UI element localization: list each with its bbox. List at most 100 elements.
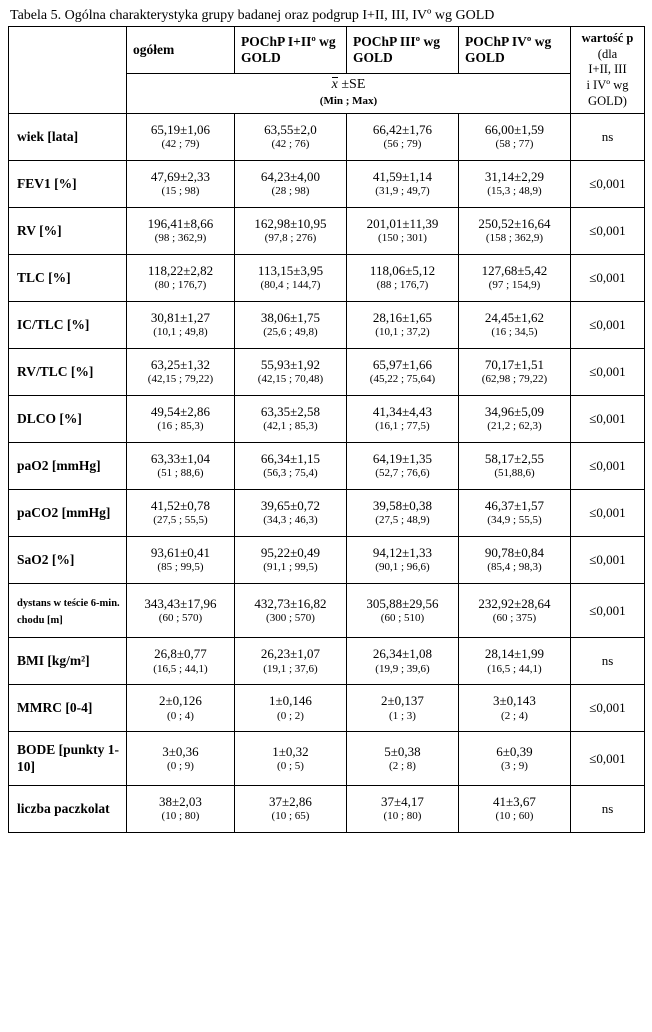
cell-range: (56,3 ; 75,4)	[237, 467, 344, 481]
row-label: BMI [kg/m²]	[9, 638, 127, 685]
cell-range: (27,5 ; 48,9)	[349, 514, 456, 528]
table-row: SaO2 [%]93,61±0,41(85 ; 99,5)95,22±0,49(…	[9, 537, 645, 584]
data-cell: 118,22±2,82(80 ; 176,7)	[127, 255, 235, 302]
cell-range: (98 ; 362,9)	[129, 232, 232, 246]
cell-range: (60 ; 570)	[129, 612, 232, 626]
data-table: ogółem POChP I+IIº wg GOLD POChP IIIº wg…	[8, 26, 645, 833]
data-cell: 90,78±0,84(85,4 ; 98,3)	[459, 537, 571, 584]
cell-value: 65,97±1,66	[349, 357, 456, 373]
p-value-cell: ≤0,001	[571, 208, 645, 255]
cell-range: (34,9 ; 55,5)	[461, 514, 568, 528]
cell-value: 26,34±1,08	[349, 646, 456, 662]
cell-value: 90,78±0,84	[461, 545, 568, 561]
cell-value: 201,01±11,39	[349, 216, 456, 232]
cell-range: (91,1 ; 99,5)	[237, 561, 344, 575]
data-cell: 432,73±16,82(300 ; 570)	[235, 584, 347, 638]
data-cell: 3±0,36(0 ; 9)	[127, 732, 235, 785]
cell-range: (62,98 ; 79,22)	[461, 373, 568, 387]
data-cell: 127,68±5,42(97 ; 154,9)	[459, 255, 571, 302]
data-cell: 41,52±0,78(27,5 ; 55,5)	[127, 490, 235, 537]
header-p-l1: wartość p	[582, 31, 634, 45]
cell-range: (10,1 ; 37,2)	[349, 326, 456, 340]
data-cell: 113,15±3,95(80,4 ; 144,7)	[235, 255, 347, 302]
cell-value: 64,19±1,35	[349, 451, 456, 467]
cell-value: 37±4,17	[349, 794, 456, 810]
cell-range: (27,5 ; 55,5)	[129, 514, 232, 528]
data-cell: 49,54±2,86(16 ; 85,3)	[127, 396, 235, 443]
data-cell: 34,96±5,09(21,2 ; 62,3)	[459, 396, 571, 443]
table-row: wiek [lata]65,19±1,06(42 ; 79)63,55±2,0(…	[9, 114, 645, 161]
table-row: RV [%]196,41±8,66(98 ; 362,9)162,98±10,9…	[9, 208, 645, 255]
cell-value: 118,22±2,82	[129, 263, 232, 279]
row-label: IC/TLC [%]	[9, 302, 127, 349]
data-cell: 343,43±17,96(60 ; 570)	[127, 584, 235, 638]
cell-range: (3 ; 9)	[461, 760, 568, 774]
cell-range: (51,88,6)	[461, 467, 568, 481]
row-label: TLC [%]	[9, 255, 127, 302]
cell-value: 38±2,03	[129, 794, 232, 810]
cell-value: 250,52±16,64	[461, 216, 568, 232]
cell-range: (0 ; 4)	[129, 710, 232, 724]
cell-value: 63,35±2,58	[237, 404, 344, 420]
cell-value: 37±2,86	[237, 794, 344, 810]
cell-range: (88 ; 176,7)	[349, 279, 456, 293]
cell-value: 39,65±0,72	[237, 498, 344, 514]
data-cell: 6±0,39(3 ; 9)	[459, 732, 571, 785]
data-cell: 2±0,126(0 ; 4)	[127, 685, 235, 732]
header-c2: POChP IIIº wg GOLD	[347, 27, 459, 74]
data-cell: 1±0,146(0 ; 2)	[235, 685, 347, 732]
p-value-cell: ≤0,001	[571, 396, 645, 443]
data-cell: 39,65±0,72(34,3 ; 46,3)	[235, 490, 347, 537]
cell-range: (60 ; 510)	[349, 612, 456, 626]
table-row: DLCO [%]49,54±2,86(16 ; 85,3)63,35±2,58(…	[9, 396, 645, 443]
data-cell: 66,34±1,15(56,3 ; 75,4)	[235, 443, 347, 490]
cell-value: 34,96±5,09	[461, 404, 568, 420]
cell-range: (60 ; 375)	[461, 612, 568, 626]
cell-value: 49,54±2,86	[129, 404, 232, 420]
data-cell: 65,97±1,66(45,22 ; 75,64)	[347, 349, 459, 396]
cell-value: 46,37±1,57	[461, 498, 568, 514]
cell-value: 343,43±17,96	[129, 596, 232, 612]
data-cell: 38±2,03(10 ; 80)	[127, 785, 235, 832]
cell-value: 66,34±1,15	[237, 451, 344, 467]
data-cell: 39,58±0,38(27,5 ; 48,9)	[347, 490, 459, 537]
header-p-l2: (dla	[598, 47, 617, 61]
cell-value: 58,17±2,55	[461, 451, 568, 467]
table-row: IC/TLC [%]30,81±1,27(10,1 ; 49,8)38,06±1…	[9, 302, 645, 349]
cell-value: 196,41±8,66	[129, 216, 232, 232]
data-cell: 28,14±1,99(16,5 ; 44,1)	[459, 638, 571, 685]
row-label: SaO2 [%]	[9, 537, 127, 584]
table-row: BMI [kg/m²]26,8±0,77(16,5 ; 44,1)26,23±1…	[9, 638, 645, 685]
cell-value: 1±0,32	[237, 744, 344, 760]
data-cell: 41±3,67(10 ; 60)	[459, 785, 571, 832]
p-value-cell: ≤0,001	[571, 255, 645, 302]
data-cell: 37±4,17(10 ; 80)	[347, 785, 459, 832]
cell-range: (300 ; 570)	[237, 612, 344, 626]
cell-value: 2±0,137	[349, 693, 456, 709]
cell-range: (45,22 ; 75,64)	[349, 373, 456, 387]
header-xse: x ±SE (Min ; Max)	[127, 74, 571, 114]
cell-value: 41±3,67	[461, 794, 568, 810]
cell-range: (0 ; 5)	[237, 760, 344, 774]
header-c1: POChP I+IIº wg GOLD	[235, 27, 347, 74]
table-row: paO2 [mmHg]63,33±1,04(51 ; 88,6)66,34±1,…	[9, 443, 645, 490]
cell-value: 305,88±29,56	[349, 596, 456, 612]
p-value-cell: ns	[571, 785, 645, 832]
row-label: FEV1 [%]	[9, 161, 127, 208]
data-cell: 196,41±8,66(98 ; 362,9)	[127, 208, 235, 255]
row-label: MMRC [0-4]	[9, 685, 127, 732]
data-cell: 41,59±1,14(31,9 ; 49,7)	[347, 161, 459, 208]
data-cell: 64,23±4,00(28 ; 98)	[235, 161, 347, 208]
cell-value: 31,14±2,29	[461, 169, 568, 185]
header-blank	[9, 27, 127, 114]
table-row: MMRC [0-4]2±0,126(0 ; 4)1±0,146(0 ; 2)2±…	[9, 685, 645, 732]
xse-pm: ±SE	[338, 77, 366, 92]
cell-range: (31,9 ; 49,7)	[349, 185, 456, 199]
data-cell: 250,52±16,64(158 ; 362,9)	[459, 208, 571, 255]
row-label: RV/TLC [%]	[9, 349, 127, 396]
data-cell: 30,81±1,27(10,1 ; 49,8)	[127, 302, 235, 349]
data-cell: 38,06±1,75(25,6 ; 49,8)	[235, 302, 347, 349]
data-cell: 5±0,38(2 ; 8)	[347, 732, 459, 785]
p-value-cell: ≤0,001	[571, 732, 645, 785]
header-p-l3: I+II, III	[588, 62, 626, 76]
